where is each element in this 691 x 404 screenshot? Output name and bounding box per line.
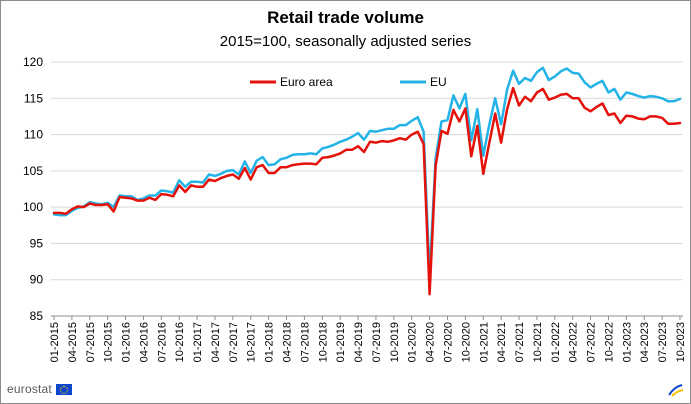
x-tick-label: 04-2015 — [67, 322, 79, 362]
x-tick-label: 01-2019 — [335, 322, 347, 362]
x-tick-label: 04-2016 — [138, 322, 150, 362]
legend-label: Euro area — [280, 75, 333, 89]
x-tick-label: 10-2023 — [675, 322, 687, 362]
y-axis: 85 90 95 100 105 110 115 120 — [23, 55, 43, 323]
legend-label: EU — [430, 75, 447, 89]
x-tick-label: 01-2021 — [478, 322, 490, 362]
x-tick-label: 10-2019 — [389, 322, 401, 362]
x-tick-label: 01-2018 — [264, 322, 276, 362]
chart-subtitle: 2015=100, seasonally adjusted series — [219, 33, 472, 50]
x-tick-label: 04-2021 — [496, 322, 508, 362]
x-tick-label: 07-2022 — [586, 322, 598, 362]
y-tick-label: 110 — [24, 128, 43, 142]
x-tick-label: 07-2016 — [156, 322, 168, 362]
series-line-eu — [52, 66, 682, 278]
x-tick-label: 07-2021 — [514, 322, 526, 362]
y-tick-label: 120 — [23, 55, 43, 69]
y-tick-label: 105 — [23, 164, 43, 178]
y-tick-label: 100 — [23, 200, 43, 214]
series-line-euro-area — [52, 86, 682, 296]
x-tick-label: 07-2017 — [228, 322, 240, 362]
corner-swoosh-icon — [668, 384, 684, 397]
x-tick-label: 10-2021 — [532, 322, 544, 362]
chart-title: Retail trade volume — [267, 8, 424, 27]
x-axis: 01-2015 04-2015 07-2015 10-2015 01-2016 04-20… — [49, 315, 687, 362]
x-tick-label: 07-2015 — [85, 322, 97, 362]
x-tick-label: 10-2015 — [103, 322, 115, 362]
logo-text: eurostat — [7, 382, 52, 396]
x-tick-label: 04-2018 — [282, 322, 294, 362]
series-lines — [52, 66, 682, 296]
x-tick-label: 01-2017 — [192, 322, 204, 362]
y-tick-label: 95 — [30, 236, 44, 250]
gridlines — [51, 61, 683, 317]
x-tick-label: 01-2015 — [49, 322, 61, 362]
eu-flag-icon — [55, 383, 72, 395]
y-tick-label: 90 — [30, 273, 44, 287]
legend: Euro area EU — [250, 75, 447, 89]
x-tick-label: 01-2023 — [621, 322, 633, 362]
x-tick-label: 01-2016 — [121, 322, 133, 362]
x-tick-label: 10-2017 — [246, 322, 258, 362]
x-tick-label: 07-2023 — [657, 322, 669, 362]
x-tick-label: 07-2020 — [442, 322, 454, 362]
x-tick-label: 10-2018 — [317, 322, 329, 362]
x-tick-label: 10-2022 — [603, 322, 615, 362]
x-tick-label: 07-2019 — [371, 322, 383, 362]
x-tick-label: 07-2018 — [299, 322, 311, 362]
x-tick-label: 10-2020 — [460, 322, 472, 362]
x-tick-label: 01-2020 — [407, 322, 419, 362]
x-tick-label: 04-2019 — [353, 322, 365, 362]
x-tick-label: 01-2022 — [550, 322, 562, 362]
x-tick-label: 04-2023 — [639, 322, 651, 362]
x-tick-label: 04-2017 — [210, 322, 222, 362]
eurostat-logo: eurostat — [7, 381, 72, 397]
y-tick-label: 85 — [30, 309, 44, 323]
x-tick-label: 04-2020 — [425, 322, 437, 362]
x-tick-label: 10-2016 — [174, 322, 186, 362]
y-tick-label: 115 — [24, 91, 43, 105]
x-tick-label: 04-2022 — [568, 322, 580, 362]
